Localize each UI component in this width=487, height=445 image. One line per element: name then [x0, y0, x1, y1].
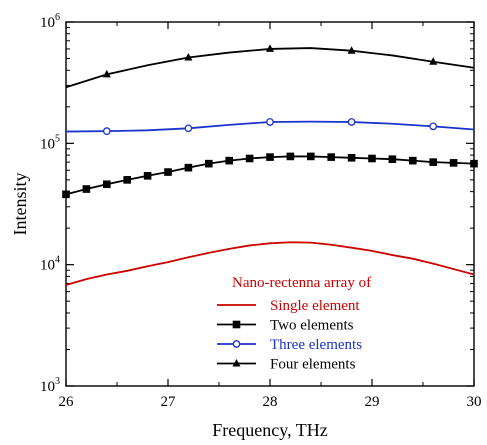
series-1: [65, 241, 475, 286]
legend-item: Single element: [217, 298, 360, 314]
series-2: [62, 152, 478, 199]
data-point: [286, 152, 295, 161]
data-point: [143, 172, 152, 180]
data-point: [429, 57, 438, 65]
x-axis-label: Frequency, THz: [212, 420, 327, 440]
legend-title: Nano-rectenna array of: [232, 275, 371, 291]
y-tick-label: 104: [40, 255, 60, 274]
legend-item: Three elements: [217, 337, 362, 353]
x-tick-label: 29: [365, 394, 380, 410]
data-point: [368, 154, 376, 163]
data-point: [429, 158, 437, 166]
legend-label: Two elements: [270, 318, 354, 334]
data-point: [184, 163, 193, 172]
data-point: [102, 69, 111, 78]
legend-label: Single element: [270, 298, 360, 314]
legend-label: Four elements: [270, 357, 356, 373]
data-point: [164, 168, 172, 176]
legend-item: Four elements: [217, 357, 356, 373]
data-point: [103, 180, 111, 189]
x-tick-label: 28: [263, 394, 278, 410]
legend-marker: [232, 340, 241, 348]
data-point: [266, 153, 274, 161]
x-tick-label: 27: [161, 394, 177, 410]
data-point: [388, 155, 397, 163]
y-tick-label: 105: [40, 133, 60, 152]
legend-label: Three elements: [270, 337, 362, 353]
series-line: [65, 47, 475, 89]
series-4: [65, 44, 475, 89]
y-tick-label: 103: [40, 376, 60, 395]
data-point: [347, 46, 356, 54]
data-point: [123, 176, 131, 184]
data-point: [347, 153, 356, 162]
x-tick-label: 30: [467, 394, 482, 410]
y-axis-label: Intensity: [10, 173, 30, 236]
legend: Nano-rectenna array of Single element Two…: [217, 275, 371, 373]
series-layer: [62, 44, 478, 286]
x-tick-label: 26: [59, 394, 75, 410]
data-point: [307, 152, 315, 161]
data-point: [62, 190, 70, 199]
data-point: [347, 118, 356, 126]
data-point: [429, 122, 438, 131]
series-3: [65, 118, 475, 136]
series-line: [65, 241, 475, 286]
data-point: [327, 153, 335, 161]
legend-marker: [232, 320, 241, 329]
data-point: [184, 124, 193, 133]
legend-item: Two elements: [217, 318, 354, 334]
data-point: [470, 159, 478, 168]
data-point: [266, 44, 274, 52]
data-point: [102, 127, 111, 136]
legend-marker: [232, 359, 241, 367]
y-axis: 103 104 105 106: [40, 12, 474, 395]
y-tick-label: 106: [40, 12, 60, 31]
data-point: [245, 154, 254, 163]
data-point: [266, 118, 274, 126]
data-point: [184, 52, 193, 61]
x-axis: 26 27 28 29 30: [59, 22, 482, 410]
data-point: [82, 185, 91, 193]
data-point: [449, 159, 458, 167]
data-point: [225, 156, 233, 165]
data-point: [205, 159, 213, 168]
data-point: [409, 156, 417, 165]
